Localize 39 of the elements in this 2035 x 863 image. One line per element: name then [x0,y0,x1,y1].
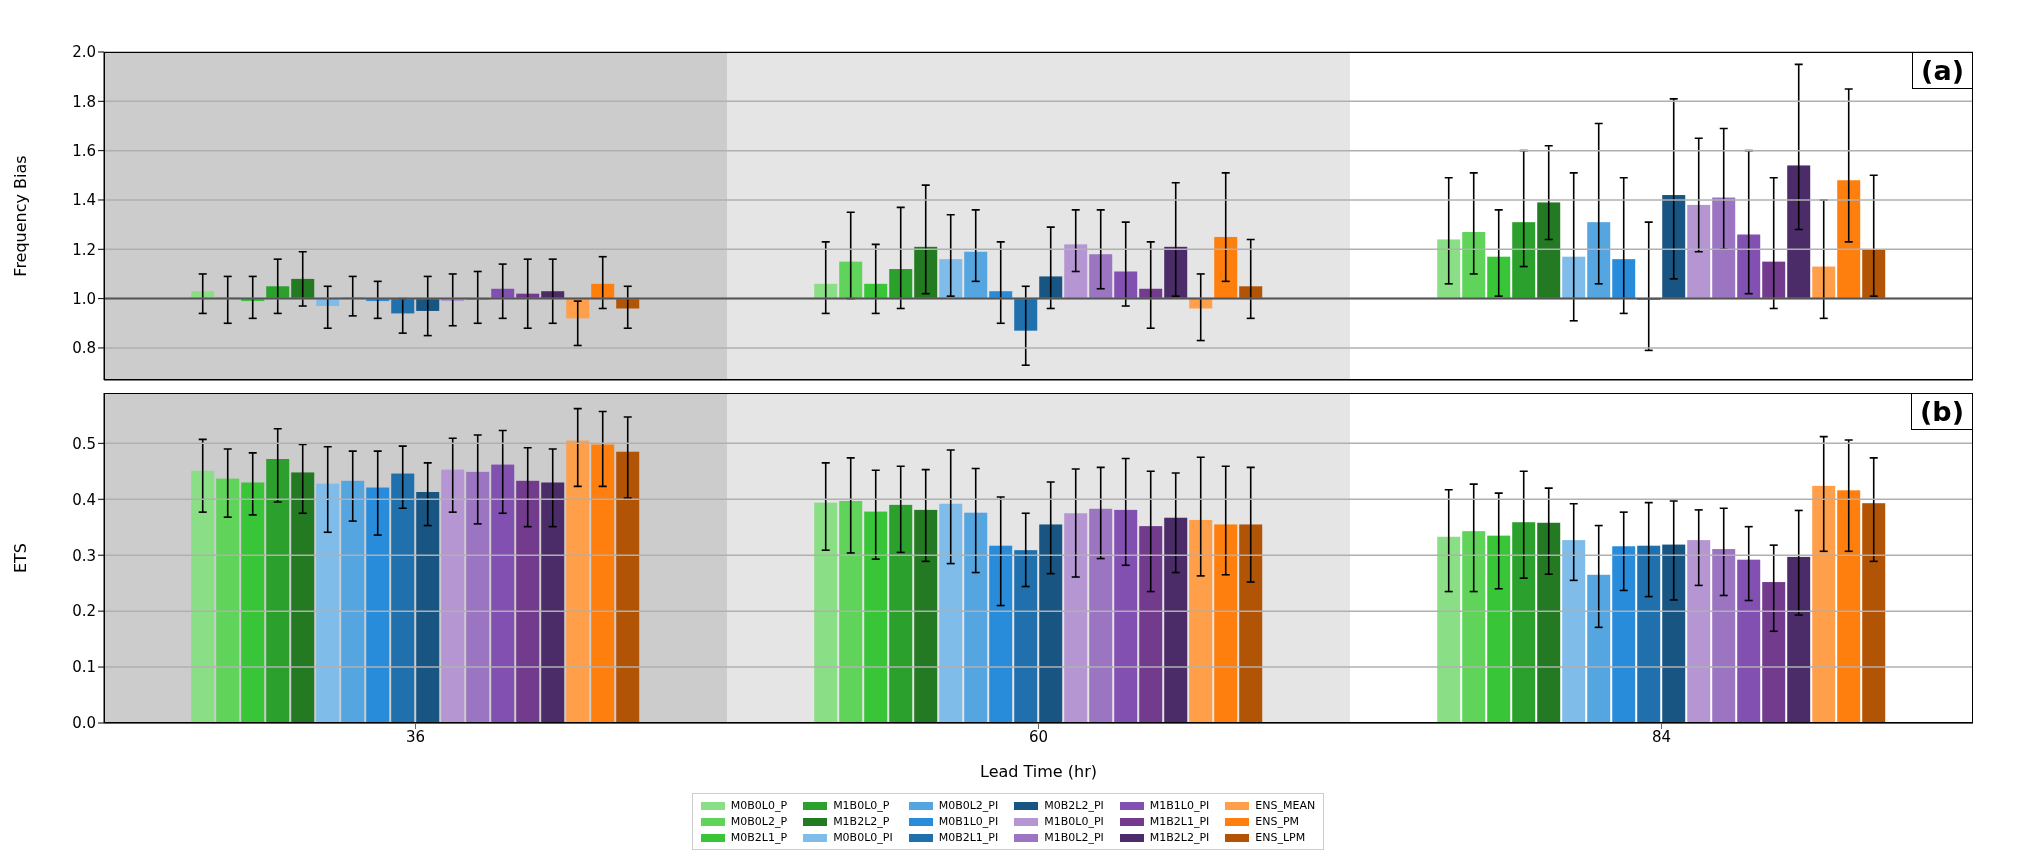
y-tick-label: 0.4 [72,490,96,509]
legend-label: M0B0L2_P [730,815,788,828]
chart-title: (b) [1910,393,1973,430]
legend-label: M0B0L2_PI [938,799,999,812]
y-tick-label: 1.8 [72,92,96,111]
y-tick-label: 0.8 [72,339,96,358]
legend-label: M1B1L0_PI [1149,799,1210,812]
legend-label: M0B2L2_PI [1044,799,1104,812]
legend-label: M1B0L0_PI [1044,815,1104,828]
legend-label: M1B2L2_PI [1149,831,1210,844]
legend-label: M1B2L1_PI [1149,815,1210,828]
y-tick-label: 1.0 [72,289,96,308]
legend-label: M1B2L2_P [833,815,890,828]
y-tick-label: 1.6 [72,141,96,160]
x-tick-label: 36 [405,727,426,746]
legend-label: M1B0L2_PI [1044,831,1104,844]
x-tick-label: 60 [1028,727,1049,746]
y-tick-label: 2.0 [72,43,96,62]
y-tick-label: 1.4 [72,191,96,210]
y-tick-label: 0.3 [72,546,96,565]
x-tick-label: 84 [1651,727,1672,746]
x-axis-title: Lead Time (hr) [980,762,1097,781]
legend-label: ENS_MEAN [1255,799,1316,812]
legend-label: ENS_LPM [1255,831,1306,844]
y-axis-title: Frequency Bias [10,155,30,277]
chart-title: (a) [1912,52,1973,89]
y-axis-title: ETS [10,542,30,574]
y-tick-label: 0.1 [72,658,96,677]
legend-label: M0B0L0_P [730,799,788,812]
legend-label: M0B2L1_P [730,831,788,844]
legend-label: M0B2L1_PI [938,831,999,844]
y-tick-label: 0.0 [72,714,96,733]
y-tick-label: 1.2 [72,240,96,259]
legend-label: M0B1L0_PI [938,815,999,828]
y-tick-label: 0.5 [72,434,96,453]
y-tick-label: 0.2 [72,602,96,621]
legend-label: ENS_PM [1255,815,1300,828]
legend-label: M0B0L0_PI [833,831,893,844]
legend-label: M1B0L0_P [833,799,890,812]
